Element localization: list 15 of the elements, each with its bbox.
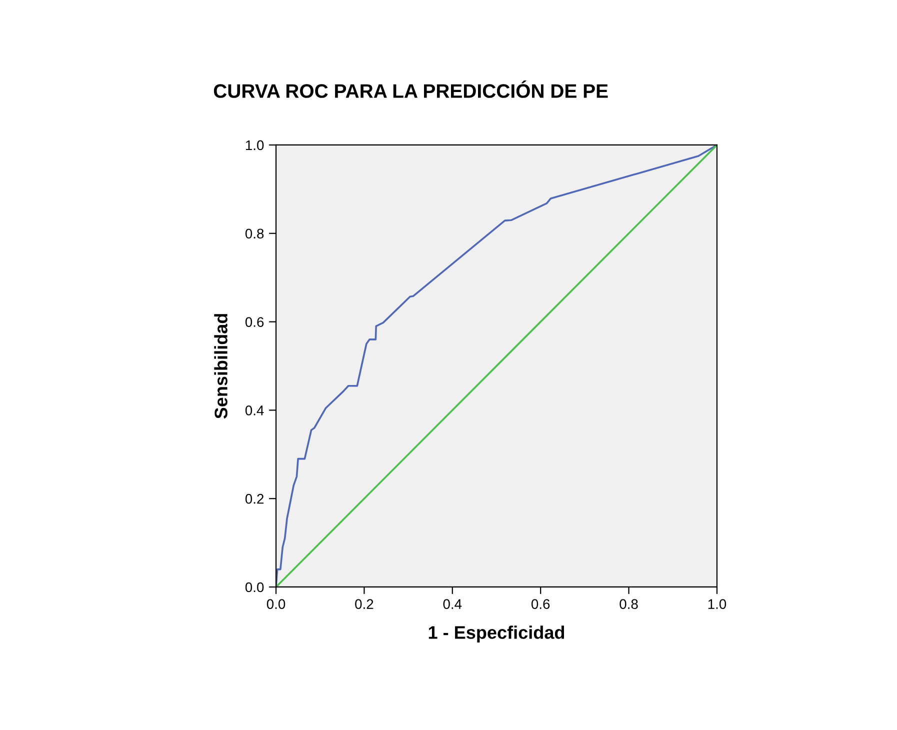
y-tick-label: 0.4 <box>245 406 264 416</box>
y-tick-label: 0.0 <box>245 582 264 592</box>
x-tick-label: 1.0 <box>708 599 726 609</box>
chart-title: CURVA ROC PARA LA PREDICCIÓN DE PE <box>214 80 608 98</box>
y-tick-label: 0.6 <box>245 317 264 327</box>
x-tick-label: 0.4 <box>443 599 462 609</box>
y-axis-title: Sensibilidad <box>214 314 228 419</box>
y-tick-label: 1.0 <box>246 140 264 150</box>
x-axis-title: 1 - Especficidad <box>428 626 564 642</box>
x-tick-label: 0.0 <box>266 599 286 609</box>
y-tick-label: 0.2 <box>245 494 264 504</box>
x-tick-label: 0.6 <box>531 599 550 609</box>
y-tick-label: 0.8 <box>245 228 264 239</box>
x-tick-label: 0.2 <box>355 599 374 609</box>
x-tick-label: 0.8 <box>620 599 638 609</box>
